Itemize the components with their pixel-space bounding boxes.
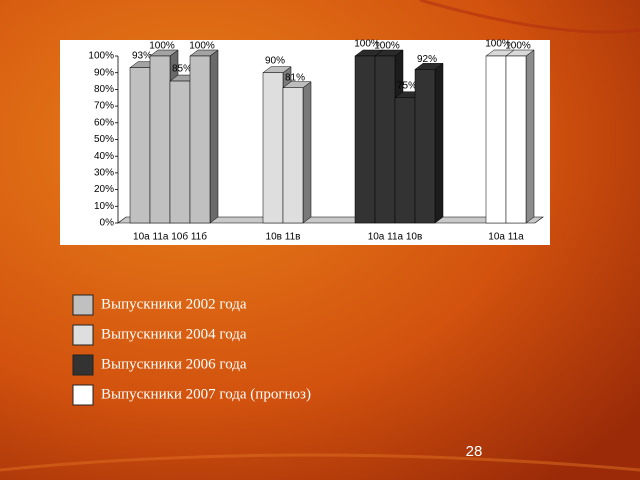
bar	[262, 72, 284, 224]
value-label: 81%	[285, 72, 305, 83]
value-label: 100%	[354, 39, 380, 50]
value-label: 100%	[149, 41, 175, 52]
legend-label: Выпускники 2004 года	[101, 326, 247, 342]
y-tick-label: 30%	[94, 168, 114, 179]
bar	[414, 69, 436, 224]
legend-swatch	[72, 384, 94, 406]
y-tick-label: 60%	[94, 117, 114, 128]
bar	[394, 97, 416, 224]
x-category-label: 10в 11в	[266, 232, 301, 243]
y-tick-label: 70%	[94, 101, 114, 112]
value-label: 85%	[172, 64, 192, 75]
value-label: 90%	[265, 55, 285, 66]
value-label: 100%	[374, 41, 400, 52]
y-tick-label: 100%	[88, 51, 114, 62]
page-number: 28	[466, 443, 483, 460]
decor-swoosh	[419, 0, 640, 34]
value-label: 92%	[417, 54, 437, 65]
x-category-label: 10а 11а	[488, 232, 524, 243]
y-tick-label: 90%	[94, 67, 114, 78]
bar	[149, 55, 171, 224]
bar	[485, 55, 507, 224]
value-label: 75%	[397, 80, 417, 91]
bar	[374, 55, 396, 224]
value-label: 100%	[505, 41, 531, 52]
y-tick-label: 10%	[94, 201, 114, 212]
value-label: 93%	[132, 50, 152, 61]
bar	[505, 55, 527, 224]
y-tick-label: 0%	[100, 218, 115, 229]
x-category-label: 10а 11а 10в	[368, 232, 423, 243]
bar-side	[209, 49, 219, 224]
bar	[354, 55, 376, 224]
bar-side	[434, 62, 444, 224]
y-tick-label: 20%	[94, 184, 114, 195]
legend-swatch	[72, 324, 94, 346]
legend-label: Выпускники 2006 года	[101, 356, 247, 372]
bar-side	[302, 81, 312, 224]
legend-swatch	[72, 354, 94, 376]
bar-side	[525, 49, 535, 224]
legend-label: Выпускники 2007 года (прогноз)	[101, 386, 311, 402]
legend-label: Выпускники 2002 года	[101, 296, 247, 312]
bar	[129, 67, 151, 224]
x-category-label: 10а 11а 10б 11б	[133, 231, 207, 243]
legend-swatch	[72, 294, 94, 316]
value-label: 100%	[189, 41, 215, 52]
value-label: 100%	[485, 39, 511, 50]
bar	[282, 87, 304, 224]
y-tick-label: 50%	[94, 134, 114, 145]
bar	[189, 55, 211, 224]
decor-swoosh	[0, 453, 640, 472]
bar	[169, 80, 191, 224]
y-tick-label: 80%	[94, 84, 114, 95]
y-tick-label: 40%	[94, 151, 114, 162]
